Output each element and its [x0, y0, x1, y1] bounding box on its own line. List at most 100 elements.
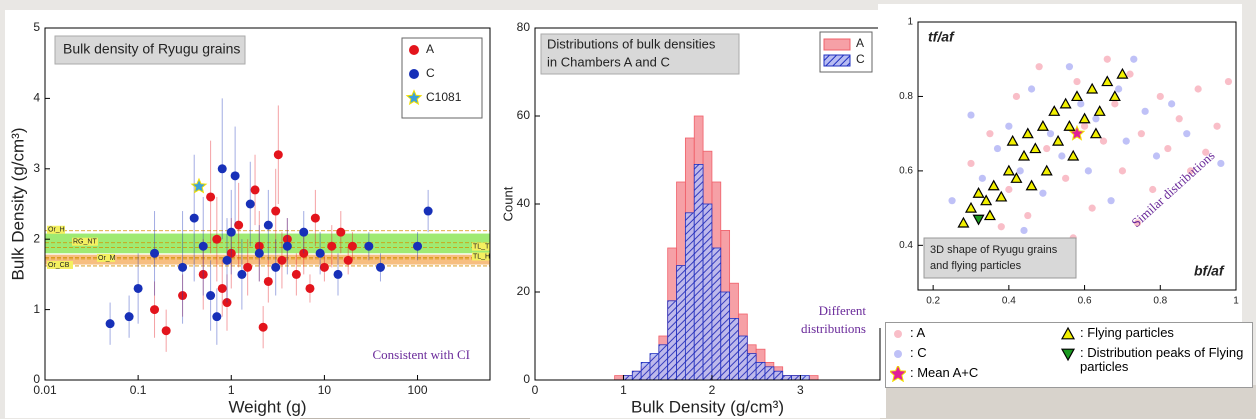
- point: [263, 276, 273, 286]
- reference-label-bg: [472, 242, 490, 251]
- point: [1202, 148, 1210, 156]
- histogram-bar: [746, 353, 757, 380]
- triangle-marker: [1063, 119, 1076, 131]
- triangle-marker: [1036, 119, 1049, 131]
- point: [1043, 144, 1051, 153]
- point: [967, 111, 975, 119]
- triangle-marker: [995, 190, 1008, 202]
- triangle-marker: [1067, 149, 1080, 161]
- reference-label: TL_H: [473, 253, 490, 260]
- point: [263, 220, 273, 230]
- point: [299, 227, 309, 237]
- annotation-box: [923, 237, 1077, 279]
- point: [245, 199, 255, 209]
- point: [1168, 100, 1176, 108]
- point: [1130, 55, 1138, 63]
- y-tick-label: 1: [33, 302, 40, 316]
- legend-label: C1081: [426, 90, 462, 104]
- point: [1046, 130, 1055, 138]
- y-axis-label: Bulk Density (g/cm³): [8, 127, 27, 280]
- triangle-marker: [1021, 127, 1034, 139]
- point: [997, 223, 1005, 231]
- star-marker: [890, 366, 906, 382]
- annotation: Consistent with CI: [372, 347, 470, 362]
- legend-label: : Flying particles: [1080, 325, 1174, 340]
- point: [1141, 107, 1149, 115]
- reference-label-bg: [72, 237, 98, 246]
- point: [1164, 144, 1172, 153]
- point: [1005, 122, 1013, 130]
- point: [226, 248, 236, 258]
- point: [217, 283, 227, 293]
- legend-label: C: [426, 66, 435, 80]
- triangle-marker: [1029, 142, 1042, 154]
- y-tick-label: 4: [33, 91, 40, 105]
- x-tick-label: 1: [228, 383, 235, 397]
- point: [1111, 100, 1119, 108]
- point: [254, 241, 264, 251]
- histogram-bar: [729, 317, 739, 380]
- plot-frame: [917, 21, 1237, 291]
- x-axis-label: bf/af: [1194, 263, 1225, 279]
- star-marker: [405, 89, 423, 106]
- y-tick-label: 0: [33, 372, 40, 386]
- legend-item: : Flying particles: [1060, 326, 1256, 346]
- point: [978, 174, 986, 182]
- point: [217, 164, 227, 174]
- point: [1058, 152, 1066, 160]
- reference-label-bg: [47, 260, 73, 269]
- point: [250, 185, 260, 195]
- legend-label: C: [856, 52, 865, 66]
- annotation: 3D shape of Ryugu grains: [930, 244, 1058, 256]
- point: [1012, 92, 1021, 101]
- legend-item: : Mean A+C: [890, 366, 1060, 386]
- chart-title: in Chambers A and C: [547, 54, 670, 69]
- point: [1194, 85, 1202, 93]
- histogram-bar: [773, 370, 784, 380]
- point: [222, 255, 232, 265]
- point: [409, 45, 419, 55]
- triangle-marker: [1060, 348, 1076, 362]
- reference-band: [45, 233, 490, 254]
- point: [364, 241, 374, 251]
- point: [993, 144, 1002, 153]
- point: [206, 291, 216, 301]
- point: [1156, 92, 1164, 101]
- triangle-marker: [964, 201, 978, 213]
- x-tick-label: 100: [408, 383, 428, 397]
- point: [1103, 55, 1111, 63]
- y-tick-label: 3: [33, 161, 40, 175]
- x-tick-label: 3: [797, 383, 804, 397]
- legend-item: : C: [890, 346, 1060, 366]
- point: [1118, 167, 1127, 175]
- histogram-bar: [667, 300, 677, 380]
- triangle-marker: [1089, 127, 1102, 139]
- point: [948, 197, 956, 205]
- legend-swatch: [1060, 348, 1076, 362]
- histogram-bar: [693, 163, 704, 380]
- reference-label-bg: [97, 253, 115, 262]
- legend-label: A: [856, 36, 864, 50]
- point: [1062, 174, 1070, 182]
- reference-band: [45, 254, 490, 265]
- point: [271, 262, 281, 272]
- y-tick-label: 0.6: [899, 166, 913, 177]
- photo-bg: [880, 385, 1256, 419]
- reference-label: Or_M: [98, 255, 116, 262]
- point: [1133, 219, 1142, 227]
- y-axis-label: Count: [500, 186, 515, 221]
- legend-item: : Distribution peaks of Flying particles: [1060, 346, 1256, 386]
- point: [178, 291, 188, 301]
- reference-label: TL_T: [473, 243, 490, 250]
- x-tick-label: 0.2: [926, 296, 940, 307]
- triangle-marker: [1059, 97, 1072, 109]
- legend-label: : A: [910, 325, 926, 340]
- point: [413, 241, 423, 251]
- y-tick-label: 0.8: [899, 91, 913, 102]
- reference-label-bg: [472, 252, 490, 261]
- y-tick-label: 0.4: [899, 240, 913, 251]
- legend-swatch: [894, 330, 902, 338]
- point: [1016, 167, 1024, 175]
